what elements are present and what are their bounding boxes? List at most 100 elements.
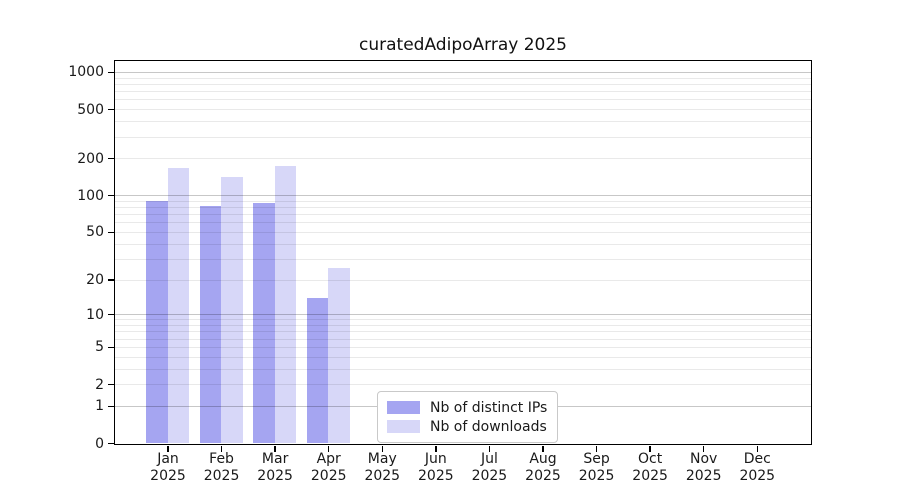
y-tick-label: 1 bbox=[95, 398, 104, 415]
x-tick-mark bbox=[756, 446, 759, 452]
minor-gridline bbox=[115, 279, 811, 281]
x-tick-mark bbox=[702, 446, 705, 452]
month-label: May bbox=[367, 451, 397, 467]
year-label: 2025 bbox=[739, 467, 776, 484]
x-tick-mark bbox=[595, 446, 598, 452]
y-tick-label: 0 bbox=[95, 435, 104, 452]
y-tick-label: 20 bbox=[86, 272, 104, 288]
month-label: Nov bbox=[690, 451, 718, 467]
x-tick-label: Feb 2025 bbox=[192, 451, 252, 484]
bar-nb-of-downloads-feb bbox=[221, 176, 243, 443]
y-tick-label: 500 bbox=[77, 101, 104, 118]
minor-gridline bbox=[115, 214, 811, 216]
year-label: 2025 bbox=[632, 467, 668, 484]
minor-gridline bbox=[115, 346, 811, 348]
x-tick-label: Sep 2025 bbox=[567, 451, 627, 484]
year-label: 2025 bbox=[364, 467, 401, 484]
minor-gridline bbox=[115, 368, 811, 370]
month-label: Jun bbox=[424, 451, 447, 467]
bar-nb-of-distinct-ips-apr bbox=[306, 297, 329, 443]
y-tick-label: 1000 bbox=[68, 64, 104, 81]
minor-gridline bbox=[115, 83, 811, 85]
y-tick-mark bbox=[108, 279, 114, 281]
month-label: Apr bbox=[316, 451, 341, 467]
legend: Nb of distinct IPs Nb of downloads bbox=[377, 391, 559, 443]
y-tick-mark bbox=[108, 405, 114, 408]
x-tick-mark bbox=[488, 446, 491, 452]
y-tick-label: 100 bbox=[77, 187, 104, 204]
bar-nb-of-downloads-apr bbox=[328, 268, 350, 443]
minor-gridline bbox=[115, 200, 811, 202]
year-label: 2025 bbox=[257, 467, 293, 484]
y-tick-label: 200 bbox=[77, 150, 104, 167]
minor-gridline bbox=[115, 243, 811, 245]
bar-nb-of-distinct-ips-mar bbox=[253, 203, 275, 443]
bar-nb-of-distinct-ips-feb bbox=[199, 205, 222, 443]
y-tick-mark bbox=[108, 157, 114, 160]
minor-gridline bbox=[115, 109, 811, 111]
minor-gridline bbox=[115, 121, 811, 123]
bar-nb-of-downloads-mar bbox=[274, 166, 297, 443]
year-label: 2025 bbox=[150, 467, 186, 484]
year-label: 2025 bbox=[203, 467, 240, 484]
month-label: Oct bbox=[638, 451, 663, 467]
minor-gridline bbox=[115, 222, 811, 224]
y-tick-label: 2 bbox=[95, 376, 104, 393]
chart-title: curatedAdipoArray 2025 bbox=[359, 35, 567, 55]
y-tick-mark bbox=[108, 346, 114, 349]
month-label: Sep bbox=[583, 451, 610, 467]
y-tick-label: 10 bbox=[86, 306, 104, 323]
month-label: Jul bbox=[480, 451, 498, 467]
y-tick-label: 5 bbox=[95, 339, 104, 356]
x-tick-label: Jul 2025 bbox=[459, 451, 519, 484]
minor-gridline bbox=[115, 91, 811, 93]
x-tick-mark bbox=[381, 446, 384, 452]
year-label: 2025 bbox=[418, 467, 454, 484]
minor-gridline bbox=[115, 99, 811, 101]
plot-area bbox=[114, 60, 812, 445]
y-tick-label: 50 bbox=[86, 224, 104, 241]
minor-gridline bbox=[115, 325, 811, 326]
month-label: Dec bbox=[743, 451, 771, 467]
year-label: 2025 bbox=[685, 467, 722, 484]
x-tick-label: Mar 2025 bbox=[245, 451, 305, 484]
y-tick-mark bbox=[108, 313, 114, 316]
year-label: 2025 bbox=[578, 467, 615, 484]
x-tick-label: Oct 2025 bbox=[620, 451, 680, 484]
minor-gridline bbox=[115, 258, 811, 260]
legend-item-downloads: Nb of downloads bbox=[387, 417, 547, 436]
x-tick-label: Aug 2025 bbox=[513, 451, 573, 484]
y-tick-mark bbox=[108, 231, 114, 234]
y-tick-mark bbox=[108, 108, 114, 111]
y-tick-mark bbox=[108, 383, 114, 386]
legend-swatch-downloads bbox=[387, 420, 420, 433]
x-tick-label: May 2025 bbox=[352, 451, 412, 484]
legend-swatch-distinct-ips bbox=[387, 401, 420, 414]
minor-gridline bbox=[115, 338, 811, 340]
year-label: 2025 bbox=[471, 467, 508, 484]
year-label: 2025 bbox=[310, 467, 347, 484]
x-tick-mark bbox=[435, 446, 437, 452]
bar-nb-of-distinct-ips-jan bbox=[146, 200, 168, 443]
minor-gridline bbox=[115, 356, 811, 358]
major-gridline bbox=[115, 71, 811, 73]
month-label: Jan bbox=[157, 451, 179, 467]
major-gridline bbox=[115, 195, 811, 197]
legend-label-downloads: Nb of downloads bbox=[430, 418, 547, 435]
x-tick-mark bbox=[542, 446, 544, 452]
legend-label-distinct-ips: Nb of distinct IPs bbox=[430, 399, 548, 416]
minor-gridline bbox=[115, 231, 811, 233]
y-tick-mark bbox=[108, 71, 114, 74]
y-tick-mark bbox=[108, 194, 114, 197]
minor-gridline bbox=[115, 158, 811, 160]
minor-gridline bbox=[115, 384, 811, 385]
minor-gridline bbox=[115, 136, 811, 138]
x-tick-label: Apr 2025 bbox=[299, 451, 359, 484]
x-tick-mark bbox=[649, 446, 651, 452]
month-label: Feb bbox=[209, 451, 234, 467]
x-tick-label: Jun 2025 bbox=[406, 451, 466, 484]
minor-gridline bbox=[115, 207, 811, 209]
month-label: Mar bbox=[261, 451, 289, 467]
year-label: 2025 bbox=[525, 467, 561, 484]
